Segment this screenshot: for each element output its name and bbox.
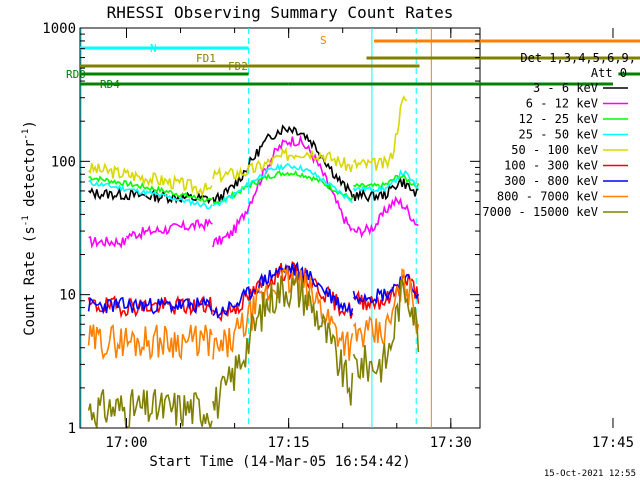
x-tick-label: 17:45: [592, 435, 634, 451]
footer-date: 15-Oct-2021 12:55: [544, 469, 636, 479]
y-axis-label: Count Rate (s-1 detector-1): [21, 120, 38, 336]
rd4-flag-label: RD4: [100, 78, 120, 91]
series-line-3: [212, 162, 353, 207]
series-line-8: [87, 389, 213, 429]
y-tick-label: 1000: [42, 21, 76, 37]
legend-label: 3 - 6 keV: [533, 81, 598, 95]
series-line-1: [88, 236, 127, 249]
legend-label: 50 - 100 keV: [511, 143, 598, 157]
legend: Det 1,3,4,5,6,9, Att 0 3 - 6 keV 6 - 12 k…: [482, 51, 636, 219]
y-tick-label: 100: [51, 154, 76, 170]
legend-label: 12 - 25 keV: [519, 112, 598, 126]
legend-label: 7000 - 15000 keV: [482, 205, 598, 219]
legend-label: 800 - 7000 keV: [497, 190, 598, 204]
series-line-0: [352, 177, 419, 203]
saa-flag-label: S: [320, 34, 327, 47]
series-line-2: [353, 173, 420, 190]
plot-frame: [79, 27, 481, 429]
rd0-flag-label: RD0: [66, 68, 86, 81]
chart-title: RHESSI Observing Summary Count Rates: [107, 3, 454, 22]
series-line-4: [212, 146, 354, 184]
series-line-8: [212, 273, 354, 419]
observing-flags: N S FD1 FD2 RD0 RD4: [66, 28, 640, 428]
series-line-5: [352, 272, 420, 311]
fd1-flag-label: FD1: [196, 52, 216, 65]
series-line-4: [88, 162, 213, 198]
series-line-3: [352, 169, 419, 193]
series-lines: [87, 94, 420, 429]
legend-label: 300 - 800 keV: [504, 174, 598, 188]
legend-label: 25 - 50 keV: [519, 128, 598, 142]
night-flag-label: N: [150, 42, 157, 55]
series-line-3: [88, 179, 213, 210]
series-line-1: [212, 134, 353, 248]
series-line-6: [352, 273, 420, 305]
y-tick-label: 10: [59, 288, 76, 304]
series-line-5: [87, 294, 213, 319]
series-line-8: [352, 278, 420, 383]
x-tick-label: 17:00: [105, 435, 147, 451]
legend-title: Det 1,3,4,5,6,9,: [520, 51, 636, 65]
series-line-0: [212, 124, 354, 204]
axes: 17:0017:1517:3017:4518:0018:1518:3011010…: [42, 21, 634, 451]
series-line-1: [125, 218, 213, 241]
series-line-1: [352, 195, 419, 239]
x-tick-label: 17:15: [268, 435, 310, 451]
series-line-7: [87, 324, 213, 361]
fd2-flag-label: FD2: [228, 60, 248, 73]
legend-label: 100 - 300 keV: [504, 159, 598, 173]
legend-subtitle: Att 0: [591, 66, 627, 80]
legend-label: 6 - 12 keV: [526, 97, 598, 111]
x-tick-label: 17:30: [430, 435, 472, 451]
series-line-6: [212, 261, 354, 319]
series-line-6: [87, 295, 213, 315]
x-axis-label: Start Time (14-Mar-05 16:54:42): [149, 454, 410, 470]
series-line-4: [352, 94, 408, 171]
series-line-7: [212, 267, 354, 361]
series-line-7: [352, 268, 420, 348]
series-line-2: [88, 175, 213, 203]
y-tick-label: 1: [68, 421, 76, 437]
